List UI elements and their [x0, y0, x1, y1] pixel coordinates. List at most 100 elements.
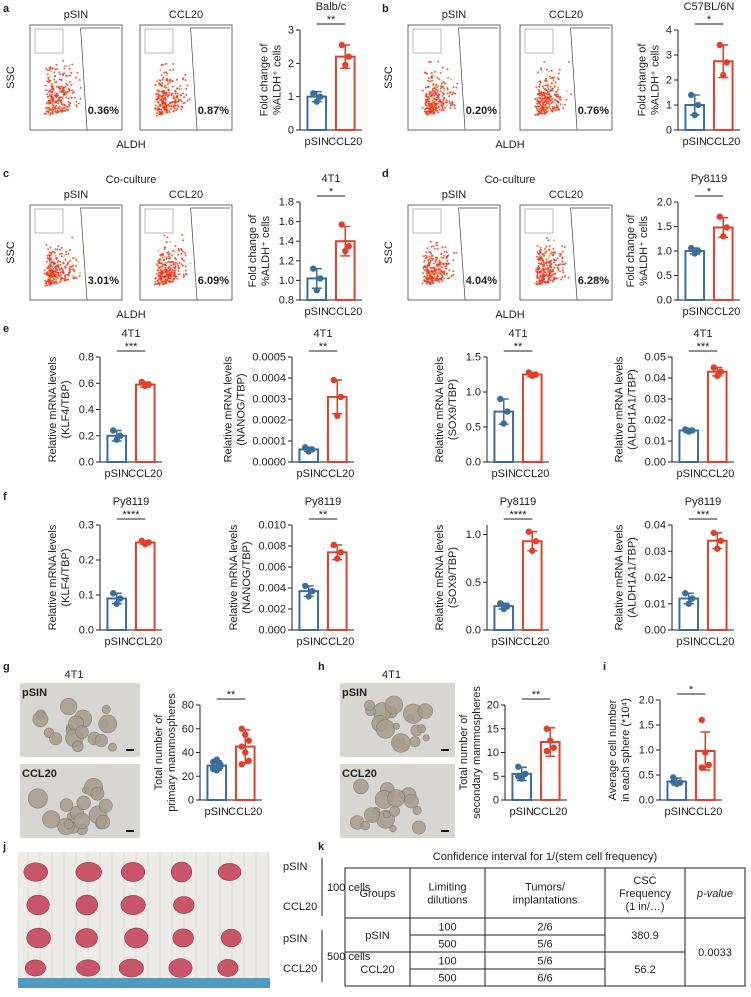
flow-plot-name: CCL20 — [169, 189, 203, 201]
flow-dot — [55, 282, 58, 285]
flow-dot — [430, 275, 433, 278]
flow-dot — [553, 266, 556, 269]
flow-dot — [426, 110, 429, 113]
flow-dot — [58, 110, 61, 113]
flow-dot — [188, 98, 191, 101]
flow-dot — [164, 97, 167, 100]
flow-x-label: ALDH — [116, 139, 145, 151]
flow-dot — [177, 266, 180, 269]
flow-dot — [559, 254, 562, 257]
data-point — [670, 774, 677, 781]
flow-dot — [552, 279, 555, 282]
flow-dot — [161, 272, 164, 275]
y-tick-label: 0.008 — [258, 541, 286, 553]
flow-dot — [173, 107, 176, 110]
y-tick-label: 1.5 — [657, 221, 672, 233]
flow-dot — [48, 256, 51, 259]
data-point — [238, 761, 245, 768]
flow-dot — [156, 279, 159, 282]
flow-dot — [565, 90, 568, 93]
flow-dot — [553, 85, 556, 88]
y-tick-label: 0.02 — [645, 572, 666, 584]
x-tick-label: pSIN — [297, 636, 322, 648]
bar — [678, 429, 700, 463]
flow-dot — [537, 80, 540, 83]
flow-dot — [67, 274, 70, 277]
flow-dot — [536, 96, 539, 99]
flow-dot — [67, 100, 70, 103]
data-point — [685, 600, 692, 607]
flow-plot-name: CCL20 — [169, 9, 203, 21]
flow-dot — [424, 103, 427, 106]
flow-dot — [69, 265, 72, 268]
flow-dot — [68, 269, 71, 272]
flow-dot — [441, 85, 444, 88]
y-axis-label: Relative mRNA levels — [614, 524, 626, 630]
flow-dot — [53, 92, 56, 95]
sphere — [90, 786, 105, 801]
flow-dot — [58, 107, 61, 110]
flow-dot — [172, 68, 175, 71]
flow-percent: 3.01% — [88, 275, 119, 287]
x-tick-label: CCL20 — [320, 636, 354, 648]
flow-dot — [160, 108, 163, 111]
flow-dot — [65, 264, 68, 267]
tumor — [217, 959, 239, 977]
flow-dot — [54, 255, 57, 257]
flow-dot — [60, 99, 63, 102]
y-tick-label: 0.6 — [79, 378, 94, 390]
flow-dot — [173, 100, 176, 103]
flow-dot — [168, 269, 170, 272]
flow-dot — [548, 103, 551, 106]
flow-dot — [166, 281, 169, 284]
y-tick-label: 0.0 — [466, 625, 481, 637]
data-point — [714, 545, 721, 552]
flow-dot — [428, 60, 430, 63]
flow-dot — [555, 277, 558, 280]
flow-dot — [557, 108, 560, 111]
flow-dot — [538, 99, 541, 102]
flow-dot — [554, 81, 557, 84]
flow-dot — [536, 102, 539, 105]
flow-dot — [539, 103, 542, 106]
flow-dot — [422, 267, 425, 270]
flow-dot — [432, 90, 435, 93]
flow-dot — [433, 273, 436, 275]
sphere — [389, 824, 397, 833]
flow-dot — [181, 234, 184, 236]
table-cell: 5/6 — [537, 956, 552, 968]
flow-dot — [163, 71, 166, 74]
flow-dot — [164, 263, 166, 266]
flow-dot — [446, 92, 449, 95]
flow-dot — [431, 258, 434, 261]
data-point — [317, 93, 324, 100]
flow-dot — [550, 82, 553, 85]
flow-dot — [564, 275, 567, 278]
y-tick-label: 1.8 — [279, 197, 294, 209]
data-point — [717, 368, 724, 375]
data-point — [710, 529, 717, 537]
flow-dot — [425, 93, 427, 96]
flow-dot — [62, 74, 65, 77]
flow-inset — [524, 28, 554, 54]
flow-dot — [172, 271, 175, 274]
flow-dot — [48, 275, 51, 278]
flow-dot — [558, 252, 561, 255]
flow-dot — [170, 93, 173, 96]
flow-dot — [537, 100, 540, 103]
flow-dot — [567, 60, 570, 63]
flow-dot — [165, 270, 168, 273]
flow-dot — [548, 255, 551, 258]
data-point — [688, 91, 695, 99]
x-tick-label: pSIN — [205, 806, 230, 818]
flow-dot — [49, 112, 52, 115]
flow-dot — [539, 67, 542, 70]
flow-dot — [168, 255, 170, 258]
y-tick-label: 2 — [666, 75, 672, 87]
flow-dot — [45, 273, 48, 276]
flow-dot — [160, 262, 163, 265]
y-tick-label: 0.2 — [79, 555, 94, 567]
flow-dot — [155, 263, 158, 266]
flow-dot — [78, 79, 81, 81]
flow-dot — [431, 87, 434, 90]
